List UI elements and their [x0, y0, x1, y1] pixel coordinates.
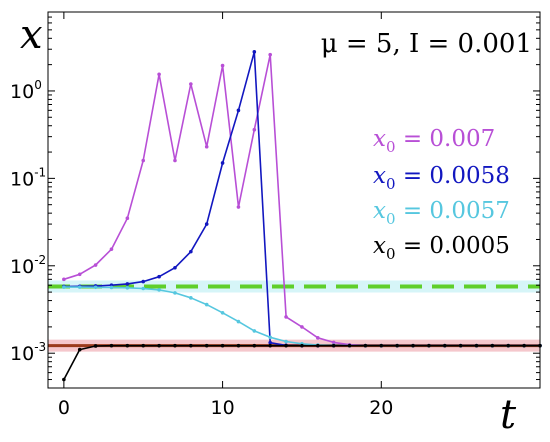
legend: x0 = 0.007 x0 = 0.0058 x0 = 0.0057 x0 = 0.0…: [373, 126, 510, 263]
data-point: [220, 63, 225, 68]
data-point: [173, 291, 177, 295]
legend-entry: x0 = 0.0057: [373, 198, 510, 228]
data-point: [268, 52, 272, 57]
data-point: [141, 286, 146, 291]
data-point: [109, 343, 114, 348]
data-point: [506, 343, 511, 348]
data-point: [220, 310, 225, 315]
data-point: [252, 343, 257, 348]
legend-entry: x0 = 0.0005: [373, 233, 510, 263]
data-point: [204, 343, 209, 348]
data-point: [316, 343, 320, 348]
data-point: [173, 343, 177, 348]
data-point: [284, 315, 288, 319]
series-group: [62, 343, 542, 382]
data-point: [379, 343, 384, 348]
series-line: [63, 286, 540, 347]
data-point: [300, 343, 304, 348]
data-point: [363, 343, 368, 348]
y-tick-label: 100: [10, 78, 42, 103]
data-point: [236, 205, 241, 209]
data-point: [141, 158, 146, 163]
data-point: [442, 343, 447, 348]
data-point: [220, 343, 225, 348]
chart-title: μ = 5, I = 0.001: [321, 29, 532, 59]
data-point: [77, 272, 82, 277]
y-tick-label: 10-1: [10, 165, 46, 190]
data-point: [189, 296, 193, 300]
data-point: [77, 347, 82, 352]
data-point: [236, 319, 241, 324]
data-point: [522, 343, 526, 348]
x-axis-ticks: 0 10 20: [58, 12, 393, 419]
data-point: [284, 339, 288, 344]
data-point: [189, 343, 193, 348]
y-axis-ticks: 100 10-1 10-2 10-3: [10, 11, 540, 389]
data-point: [157, 288, 161, 292]
data-point: [93, 285, 98, 290]
x-axis-label: t: [500, 392, 517, 438]
data-point: [252, 329, 257, 333]
legend-entry: x0 = 0.0058: [373, 163, 510, 193]
data-point: [62, 285, 66, 289]
data-point: [204, 302, 209, 307]
reference-line-halos: [48, 280, 540, 352]
data-point: [125, 282, 130, 286]
data-point: [141, 279, 146, 284]
data-point: [173, 158, 177, 163]
data-point: [490, 343, 495, 348]
data-point: [125, 343, 130, 348]
data-point: [331, 343, 336, 348]
data-point: [300, 325, 304, 329]
data-point: [125, 216, 130, 221]
data-point: [204, 222, 209, 226]
y-tick-label: 10-3: [10, 340, 46, 365]
data-point: [77, 285, 82, 289]
data-point: [268, 335, 272, 340]
data-point: [284, 343, 288, 348]
x-tick-label: 0: [58, 397, 70, 419]
plot-frame: [47, 11, 541, 389]
data-point: [189, 249, 193, 254]
data-point: [458, 343, 463, 348]
data-point: [109, 285, 114, 290]
data-point: [157, 72, 161, 77]
data-point: [268, 340, 272, 345]
data-point: [173, 265, 177, 270]
x-tick-label: 20: [369, 397, 393, 419]
series-group: [62, 285, 542, 348]
x-tick-label: 10: [210, 397, 234, 419]
data-point: [347, 343, 352, 348]
data-point: [427, 343, 431, 348]
data-point: [252, 127, 257, 132]
legend-entry: x0 = 0.007: [373, 126, 495, 156]
data-point: [220, 161, 225, 165]
data-point: [62, 377, 66, 382]
data-point: [316, 336, 320, 340]
y-axis-label: x: [20, 12, 43, 58]
data-point: [141, 343, 146, 348]
reference-lines: [48, 284, 540, 348]
data-point: [189, 82, 193, 86]
data-point: [93, 344, 98, 348]
data-point: [157, 343, 161, 348]
y-tick-label: 10-2: [10, 253, 46, 278]
series-layer: [62, 50, 542, 382]
data-point: [157, 274, 161, 279]
data-point: [236, 343, 241, 348]
data-point: [125, 286, 130, 290]
data-point: [93, 263, 98, 267]
data-point: [62, 277, 66, 282]
data-point: [331, 340, 336, 345]
data-point: [395, 343, 399, 348]
data-point: [411, 343, 415, 348]
data-point: [236, 108, 241, 113]
data-point: [474, 343, 479, 348]
data-point: [109, 247, 114, 251]
data-point: [268, 343, 272, 348]
data-point: [252, 50, 257, 54]
data-point: [204, 144, 209, 149]
